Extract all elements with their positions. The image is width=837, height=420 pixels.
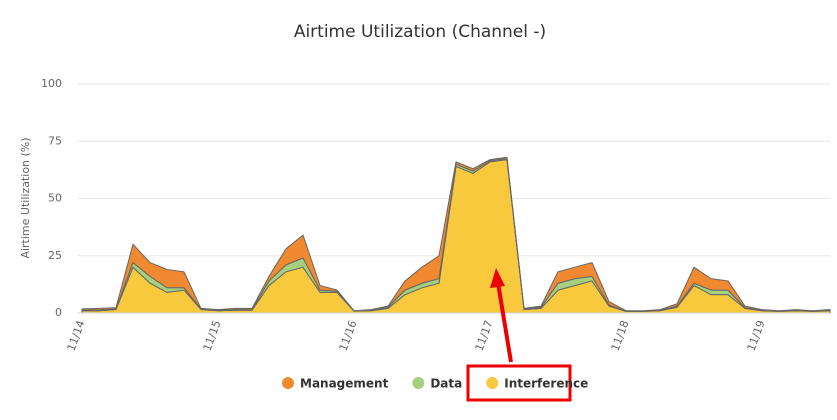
legend-marker <box>486 377 499 389</box>
legend-marker <box>282 377 294 389</box>
annotation-arrow <box>496 282 513 363</box>
x-tick-label: 11/18 <box>609 319 632 353</box>
arrow-head <box>490 268 505 288</box>
x-tick-label: 11/17 <box>473 319 496 353</box>
legend-label: Interference <box>504 377 588 391</box>
y-axis-label: Airtime Utilization (%) <box>19 137 32 258</box>
x-tick-label: 11/19 <box>745 319 768 353</box>
y-tick-label: 75 <box>48 134 62 147</box>
y-tick-label: 50 <box>48 192 62 205</box>
area <box>81 156 831 312</box>
y-tick-label: 100 <box>41 77 62 90</box>
y-tick-label: 25 <box>48 249 62 262</box>
chart-title: Airtime Utilization (Channel -) <box>294 22 546 42</box>
legend-label: Management <box>300 377 389 391</box>
x-tick-label: 11/16 <box>337 319 360 353</box>
x-tick-label: 11/15 <box>201 319 224 353</box>
x-tick-label: 11/14 <box>65 319 88 353</box>
legend-label: Data <box>430 377 462 391</box>
plot-area: 0 25 50 75 100 11/14 11/15 11/16 11/17 11/18 11/19 <box>41 77 831 353</box>
legend-marker <box>412 377 425 389</box>
highlight-box <box>466 364 572 402</box>
y-tick-label: 0 <box>55 306 62 319</box>
